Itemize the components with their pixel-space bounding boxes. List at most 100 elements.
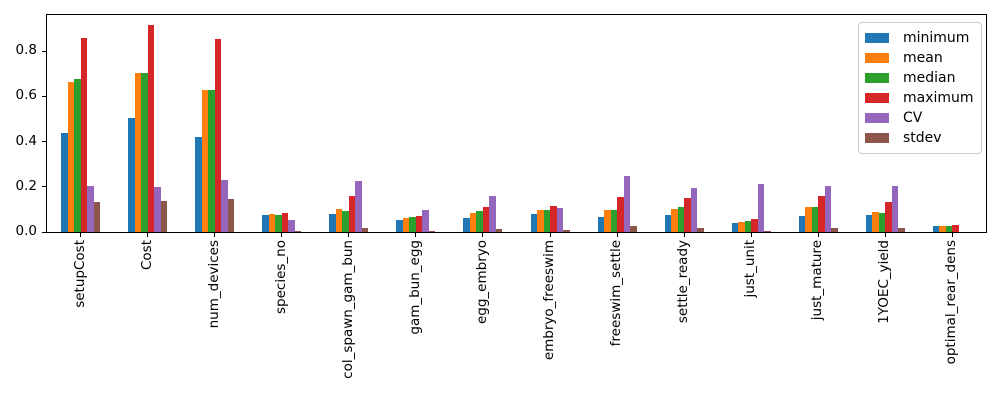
bar-stdev-embryo_freeswim xyxy=(563,230,570,232)
bar-stdev-gam_bun_egg xyxy=(428,230,436,232)
bar-maximum-setupCost xyxy=(80,38,88,232)
bar-median-species_no xyxy=(275,214,282,232)
y-axis-tick-label: 0.0 xyxy=(15,223,37,239)
y-axis-tick-label: 0.2 xyxy=(15,177,37,194)
x-axis-category-label: settle_ready xyxy=(675,240,692,324)
bar-median-Cost xyxy=(141,72,148,232)
bar-stdev-1YOEC_yield xyxy=(898,228,905,232)
legend-entry-maximum: maximum xyxy=(865,88,977,108)
bar-mean-col_spawn_gam_bun xyxy=(335,209,343,232)
x-axis-category-label: embryo_freeswim xyxy=(541,240,558,361)
x-axis-tick-mark xyxy=(884,233,886,237)
bar-minimum-egg_embryo xyxy=(463,217,470,232)
legend-entry-stdev: stdev xyxy=(865,128,977,148)
bar-CV-1YOEC_yield xyxy=(891,186,899,232)
bar-median-col_spawn_gam_bun xyxy=(342,211,349,232)
bar-maximum-settle_ready xyxy=(684,197,691,232)
bar-stdev-species_no xyxy=(294,230,302,232)
bar-mean-num_devices xyxy=(201,89,209,232)
bar-CV-num_devices xyxy=(221,180,228,232)
x-axis-tick-mark xyxy=(281,233,283,237)
bar-stdev-setupCost xyxy=(93,201,101,232)
x-axis-category-label: species_no xyxy=(272,240,289,314)
x-axis-tick-mark xyxy=(549,233,551,237)
legend-label: CV xyxy=(903,110,923,126)
x-axis-tick-mark xyxy=(147,233,149,237)
x-axis-category-label: optimal_rear_dens xyxy=(943,240,960,365)
bar-maximum-col_spawn_gam_bun xyxy=(348,195,356,232)
bar-mean-freeswim_settle xyxy=(604,210,611,232)
x-axis-category-label: setupCost xyxy=(71,240,88,308)
bar-minimum-embryo_freeswim xyxy=(530,213,538,232)
bar-minimum-settle_ready xyxy=(664,215,672,232)
bar-stdev-just_unit xyxy=(764,230,771,232)
bar-minimum-optimal_rear_dens xyxy=(932,225,940,232)
bar-mean-egg_embryo xyxy=(469,213,477,232)
legend: minimum mean median maximum CV stdev xyxy=(858,22,982,154)
bar-stdev-num_devices xyxy=(227,199,235,232)
bar-maximum-embryo_freeswim xyxy=(550,206,557,232)
bar-maximum-just_unit xyxy=(751,219,758,232)
x-axis-category-label: 1YOEC_yield xyxy=(876,240,893,324)
bar-minimum-freeswim_settle xyxy=(597,216,605,232)
x-axis-tick-mark xyxy=(415,233,417,237)
x-axis-category-label: num_devices xyxy=(205,240,222,329)
bar-CV-freeswim_settle xyxy=(623,176,631,232)
y-axis-tick-mark xyxy=(42,231,46,233)
bar-maximum-freeswim_settle xyxy=(617,197,624,232)
bar-stdev-settle_ready xyxy=(697,227,704,232)
bar-CV-setupCost xyxy=(87,185,94,232)
bar-CV-species_no xyxy=(288,219,295,232)
x-axis-tick-mark xyxy=(683,233,685,237)
legend-label: median xyxy=(903,70,956,86)
y-axis-tick-mark xyxy=(42,186,46,188)
x-axis-tick-mark xyxy=(348,233,350,237)
bar-minimum-num_devices xyxy=(195,137,202,232)
x-axis-tick-mark xyxy=(817,233,819,237)
y-axis-tick-label: 0.6 xyxy=(15,87,37,104)
bar-stdev-freeswim_settle xyxy=(630,226,637,232)
x-axis-category-label: freeswim_settle xyxy=(608,240,625,347)
bar-minimum-1YOEC_yield xyxy=(865,215,873,232)
x-axis-tick-mark xyxy=(616,233,618,237)
bar-minimum-species_no xyxy=(262,215,269,232)
legend-entry-minimum: minimum xyxy=(865,28,977,48)
bar-CV-col_spawn_gam_bun xyxy=(355,181,362,232)
x-axis-tick-mark xyxy=(750,233,752,237)
bar-maximum-just_mature xyxy=(818,196,825,232)
bar-stdev-egg_embryo xyxy=(495,229,503,232)
legend-label: stdev xyxy=(903,130,942,146)
y-axis-tick-mark xyxy=(42,95,46,97)
bar-minimum-gam_bun_egg xyxy=(396,220,403,232)
x-axis-tick-mark xyxy=(951,233,953,237)
legend-label: mean xyxy=(903,50,943,66)
x-axis-category-label: egg_embryo xyxy=(473,240,490,325)
bar-mean-setupCost xyxy=(67,81,75,232)
x-axis-category-label: gam_bun_egg xyxy=(406,240,423,335)
bar-stdev-just_mature xyxy=(831,227,838,232)
legend-swatch-icon xyxy=(865,33,889,43)
bar-maximum-gam_bun_egg xyxy=(415,215,423,232)
bar-minimum-setupCost xyxy=(61,132,68,232)
legend-entry-median: median xyxy=(865,68,977,88)
x-axis-tick-mark xyxy=(482,233,484,237)
bar-median-1YOEC_yield xyxy=(878,213,886,232)
bar-CV-Cost xyxy=(154,186,161,232)
bar-maximum-egg_embryo xyxy=(482,206,490,232)
bar-mean-species_no xyxy=(268,213,276,232)
plot-area: 0.0 0.2 0.4 0.6 0.8 xyxy=(16,14,987,239)
bar-mean-settle_ready xyxy=(671,208,678,232)
bar-median-settle_ready xyxy=(677,207,685,232)
bar-CV-gam_bun_egg xyxy=(422,209,429,232)
bar-CV-just_unit xyxy=(757,184,765,232)
y-axis-tick-mark xyxy=(42,50,46,52)
y-axis-tick-mark xyxy=(42,141,46,143)
bar-minimum-just_unit xyxy=(731,223,739,232)
bar-stdev-Cost xyxy=(160,200,168,232)
y-axis-tick-label: 0.8 xyxy=(15,42,37,59)
bar-maximum-Cost xyxy=(147,25,155,232)
bar-mean-optimal_rear_dens xyxy=(939,225,946,232)
legend-swatch-icon xyxy=(865,53,889,63)
bar-minimum-col_spawn_gam_bun xyxy=(329,213,336,232)
